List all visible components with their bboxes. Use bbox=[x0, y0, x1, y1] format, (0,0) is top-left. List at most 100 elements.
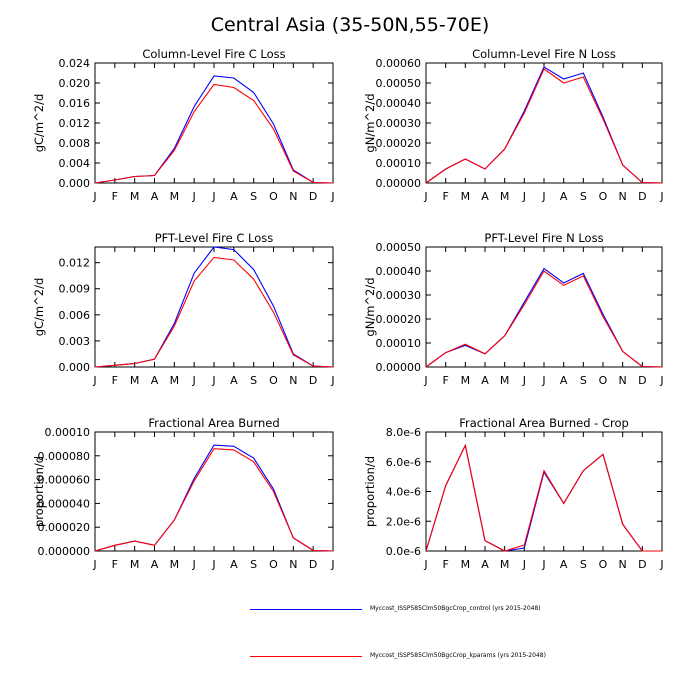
x-tick-label: J bbox=[211, 190, 215, 203]
y-tick-label: 0.003 bbox=[59, 335, 91, 348]
x-tick-label: J bbox=[330, 190, 334, 203]
y-tick-label: 0.020 bbox=[59, 77, 91, 90]
x-tick-label: M bbox=[500, 558, 510, 571]
y-tick-label: 2.0e-6 bbox=[386, 515, 421, 528]
plot-frame bbox=[425, 431, 663, 552]
legend-label-kparams: Myccost_ISSP585Clm50BgcCrop_kparams (yrs… bbox=[370, 652, 546, 659]
x-tick-label: S bbox=[250, 190, 257, 203]
y-tick-label: 0.000040 bbox=[38, 497, 91, 510]
x-tick-label: F bbox=[112, 374, 118, 387]
x-tick-label: D bbox=[309, 190, 317, 203]
y-tick-label: 0.00000 bbox=[376, 361, 422, 374]
x-tick-label: M bbox=[461, 190, 471, 203]
x-tick-label: D bbox=[309, 374, 317, 387]
plot-frame bbox=[94, 431, 334, 552]
y-tick-label: 0.024 bbox=[59, 57, 91, 70]
x-tick-label: A bbox=[560, 190, 568, 203]
x-tick-label: M bbox=[170, 190, 180, 203]
x-tick-label: N bbox=[289, 558, 297, 571]
x-tick-label: A bbox=[481, 190, 489, 203]
x-tick-label: M bbox=[170, 558, 180, 571]
x-tick-label: A bbox=[560, 558, 568, 571]
x-tick-label: D bbox=[638, 374, 646, 387]
y-axis-label: gC/m^2/d bbox=[32, 94, 46, 153]
y-axis-label: gN/m^2/d bbox=[363, 277, 377, 336]
y-tick-label: 0.00020 bbox=[376, 313, 422, 326]
x-tick-label: M bbox=[170, 374, 180, 387]
y-tick-label: 0.00040 bbox=[376, 97, 422, 110]
x-tick-label: O bbox=[269, 190, 278, 203]
y-tick-label: 0.00000 bbox=[376, 177, 422, 190]
plot-frame bbox=[425, 246, 663, 368]
y-tick-label: 0.000080 bbox=[38, 450, 91, 463]
y-tick-label: 0.00060 bbox=[376, 57, 422, 70]
series-line-control bbox=[94, 444, 334, 552]
x-tick-label: J bbox=[192, 190, 196, 203]
x-tick-label: M bbox=[461, 374, 471, 387]
y-tick-label: 0.008 bbox=[59, 137, 91, 150]
series-line-kparams bbox=[94, 83, 334, 184]
series-line-kparams bbox=[94, 448, 334, 552]
x-tick-label: A bbox=[151, 374, 159, 387]
x-tick-label: J bbox=[92, 374, 96, 387]
y-tick-label: 0.016 bbox=[59, 97, 91, 110]
y-tick-label: 6.0e-6 bbox=[386, 456, 421, 469]
chart-title: Fractional Area Burned - Crop bbox=[459, 416, 629, 430]
x-tick-label: A bbox=[481, 558, 489, 571]
x-tick-label: J bbox=[522, 190, 526, 203]
legend-line-control bbox=[250, 609, 362, 610]
y-tick-label: 0.00030 bbox=[376, 117, 422, 130]
x-tick-label: J bbox=[92, 190, 96, 203]
x-tick-label: J bbox=[659, 374, 663, 387]
y-tick-label: 0.00030 bbox=[376, 289, 422, 302]
y-tick-label: 0.000000 bbox=[38, 545, 91, 558]
x-tick-label: N bbox=[619, 190, 627, 203]
x-tick-label: O bbox=[269, 374, 278, 387]
series-line-control bbox=[425, 267, 663, 368]
x-tick-label: M bbox=[500, 190, 510, 203]
x-tick-label: F bbox=[443, 374, 449, 387]
y-tick-label: 0.00040 bbox=[376, 265, 422, 278]
x-tick-label: F bbox=[443, 558, 449, 571]
y-tick-label: 0.00020 bbox=[376, 137, 422, 150]
x-tick-label: J bbox=[659, 190, 663, 203]
series-line-kparams bbox=[94, 256, 334, 368]
x-tick-label: F bbox=[112, 558, 118, 571]
y-tick-label: 0.000 bbox=[59, 177, 91, 190]
x-tick-label: J bbox=[423, 558, 427, 571]
y-tick-label: 0.00050 bbox=[376, 241, 422, 254]
x-tick-label: S bbox=[580, 558, 587, 571]
x-tick-label: A bbox=[230, 190, 238, 203]
x-tick-label: F bbox=[112, 190, 118, 203]
x-tick-label: N bbox=[289, 190, 297, 203]
series-line-control bbox=[425, 443, 662, 552]
chart-title: PFT-Level Fire C Loss bbox=[155, 231, 274, 245]
y-tick-label: 8.0e-6 bbox=[386, 426, 421, 439]
x-tick-label: O bbox=[599, 190, 608, 203]
x-tick-label: M bbox=[461, 558, 471, 571]
series-line-kparams bbox=[425, 68, 663, 184]
x-tick-label: M bbox=[130, 190, 140, 203]
x-tick-label: A bbox=[560, 374, 568, 387]
x-tick-label: J bbox=[522, 374, 526, 387]
x-tick-label: J bbox=[92, 558, 96, 571]
x-tick-label: S bbox=[250, 374, 257, 387]
x-tick-label: J bbox=[541, 374, 545, 387]
x-tick-label: S bbox=[580, 374, 587, 387]
plot-frame bbox=[94, 62, 334, 184]
x-tick-label: F bbox=[443, 190, 449, 203]
x-tick-label: J bbox=[423, 190, 427, 203]
x-tick-label: A bbox=[481, 374, 489, 387]
x-tick-label: N bbox=[289, 374, 297, 387]
x-tick-label: J bbox=[659, 558, 663, 571]
y-tick-label: 0.00010 bbox=[45, 426, 91, 439]
x-tick-label: J bbox=[541, 558, 545, 571]
y-tick-label: 0.000 bbox=[59, 361, 91, 374]
